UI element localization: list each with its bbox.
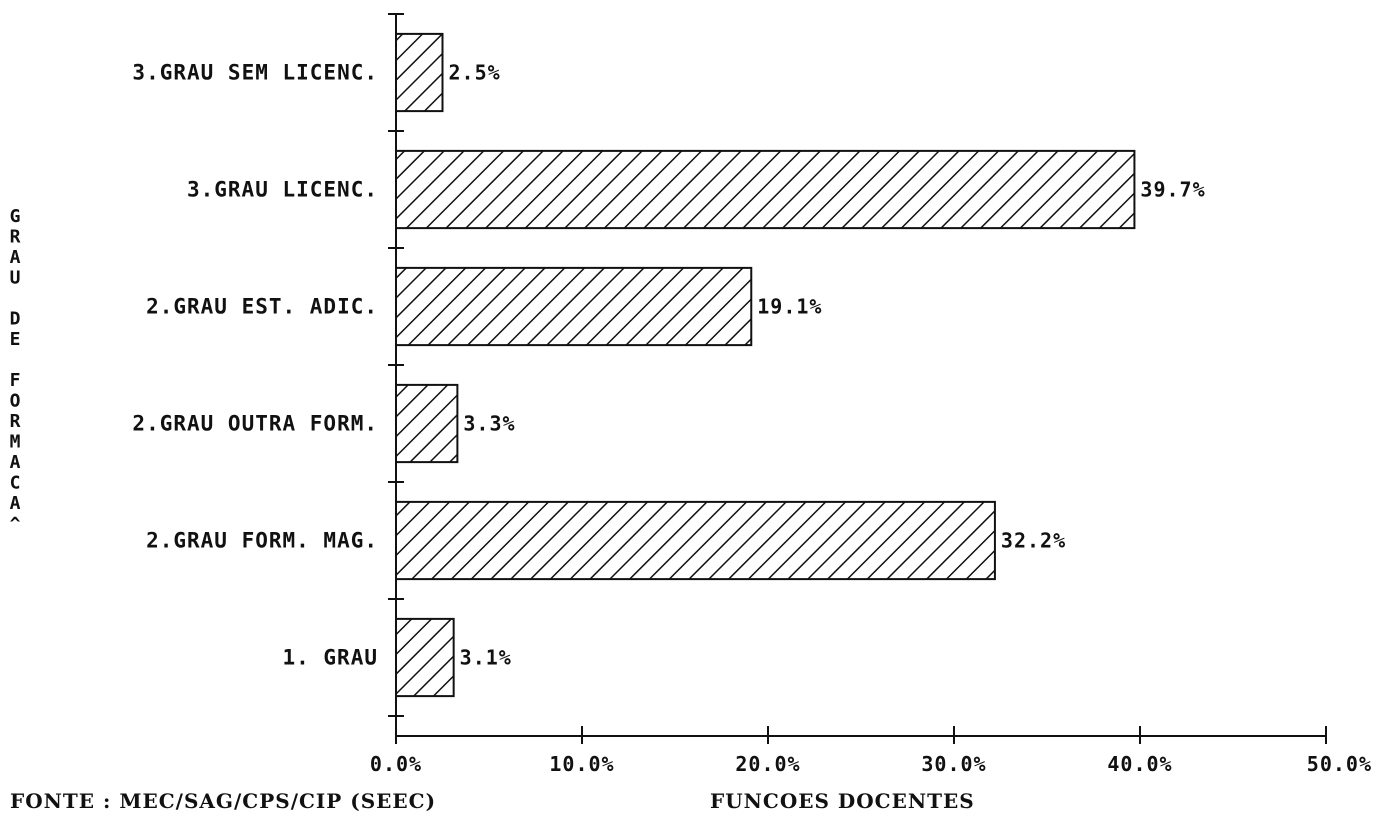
category-label: 3.GRAU LICENC. [187,178,378,202]
y-axis-title-char: M [10,432,21,453]
x-tick-label: 20.0% [735,752,800,776]
x-axis-title: FUNCOES DOCENTES [710,789,975,813]
y-axis-title-char: C [10,473,21,494]
y-axis-title-char: ^ [10,514,21,535]
bar [395,32,444,113]
bar [395,149,1136,230]
y-axis-title-char: F [10,370,21,391]
value-label: 32.2% [1001,529,1066,553]
y-axis-title-char: O [10,391,21,412]
y-axis-title-char: D [10,309,21,330]
bar [395,500,996,581]
value-label: 2.5% [449,61,501,85]
x-tick-labels: 0.0% 10.0% 20.0% 30.0% 40.0% 50.0% [370,752,1372,776]
x-tick-label: 30.0% [921,752,986,776]
value-label: 3.3% [463,412,515,436]
bar [395,617,455,698]
x-tick-label: 50.0% [1307,752,1372,776]
bar [395,383,459,464]
y-axis-title-char: G [10,206,21,227]
x-tick-label: 0.0% [370,752,422,776]
value-label: 39.7% [1140,178,1205,202]
x-tick-label: 40.0% [1107,752,1172,776]
category-label: 2.GRAU FORM. MAG. [146,529,378,553]
category-label: 3.GRAU SEM LICENC. [132,61,378,85]
x-tick-label: 10.0% [549,752,614,776]
y-axis-title-char: R [10,411,21,432]
y-axis-title-char: A [10,493,21,514]
category-label: 2.GRAU OUTRA FORM. [132,412,378,436]
y-axis-title-char: A [10,452,21,473]
category-labels: 3.GRAU SEM LICENC. 3.GRAU LICENC. 2.GRAU E… [132,61,378,670]
source-note: FONTE : MEC/SAG/CPS/CIP (SEEC) [10,789,436,813]
value-label: 3.1% [460,646,512,670]
axes [388,13,1327,744]
value-label: 19.1% [757,295,822,319]
y-axis-title-char: R [10,227,21,248]
value-labels: 2.5% 39.7% 19.1% 3.3% 32.2% 3.1% [449,61,1205,670]
bars [395,32,1136,698]
y-axis-title-char: A [10,247,21,268]
category-label: 2.GRAU EST. ADIC. [146,295,378,319]
bar [395,266,753,347]
y-axis-title-char: E [10,329,21,350]
category-label: 1. GRAU [282,646,378,670]
y-axis-title-char: U [10,268,21,289]
